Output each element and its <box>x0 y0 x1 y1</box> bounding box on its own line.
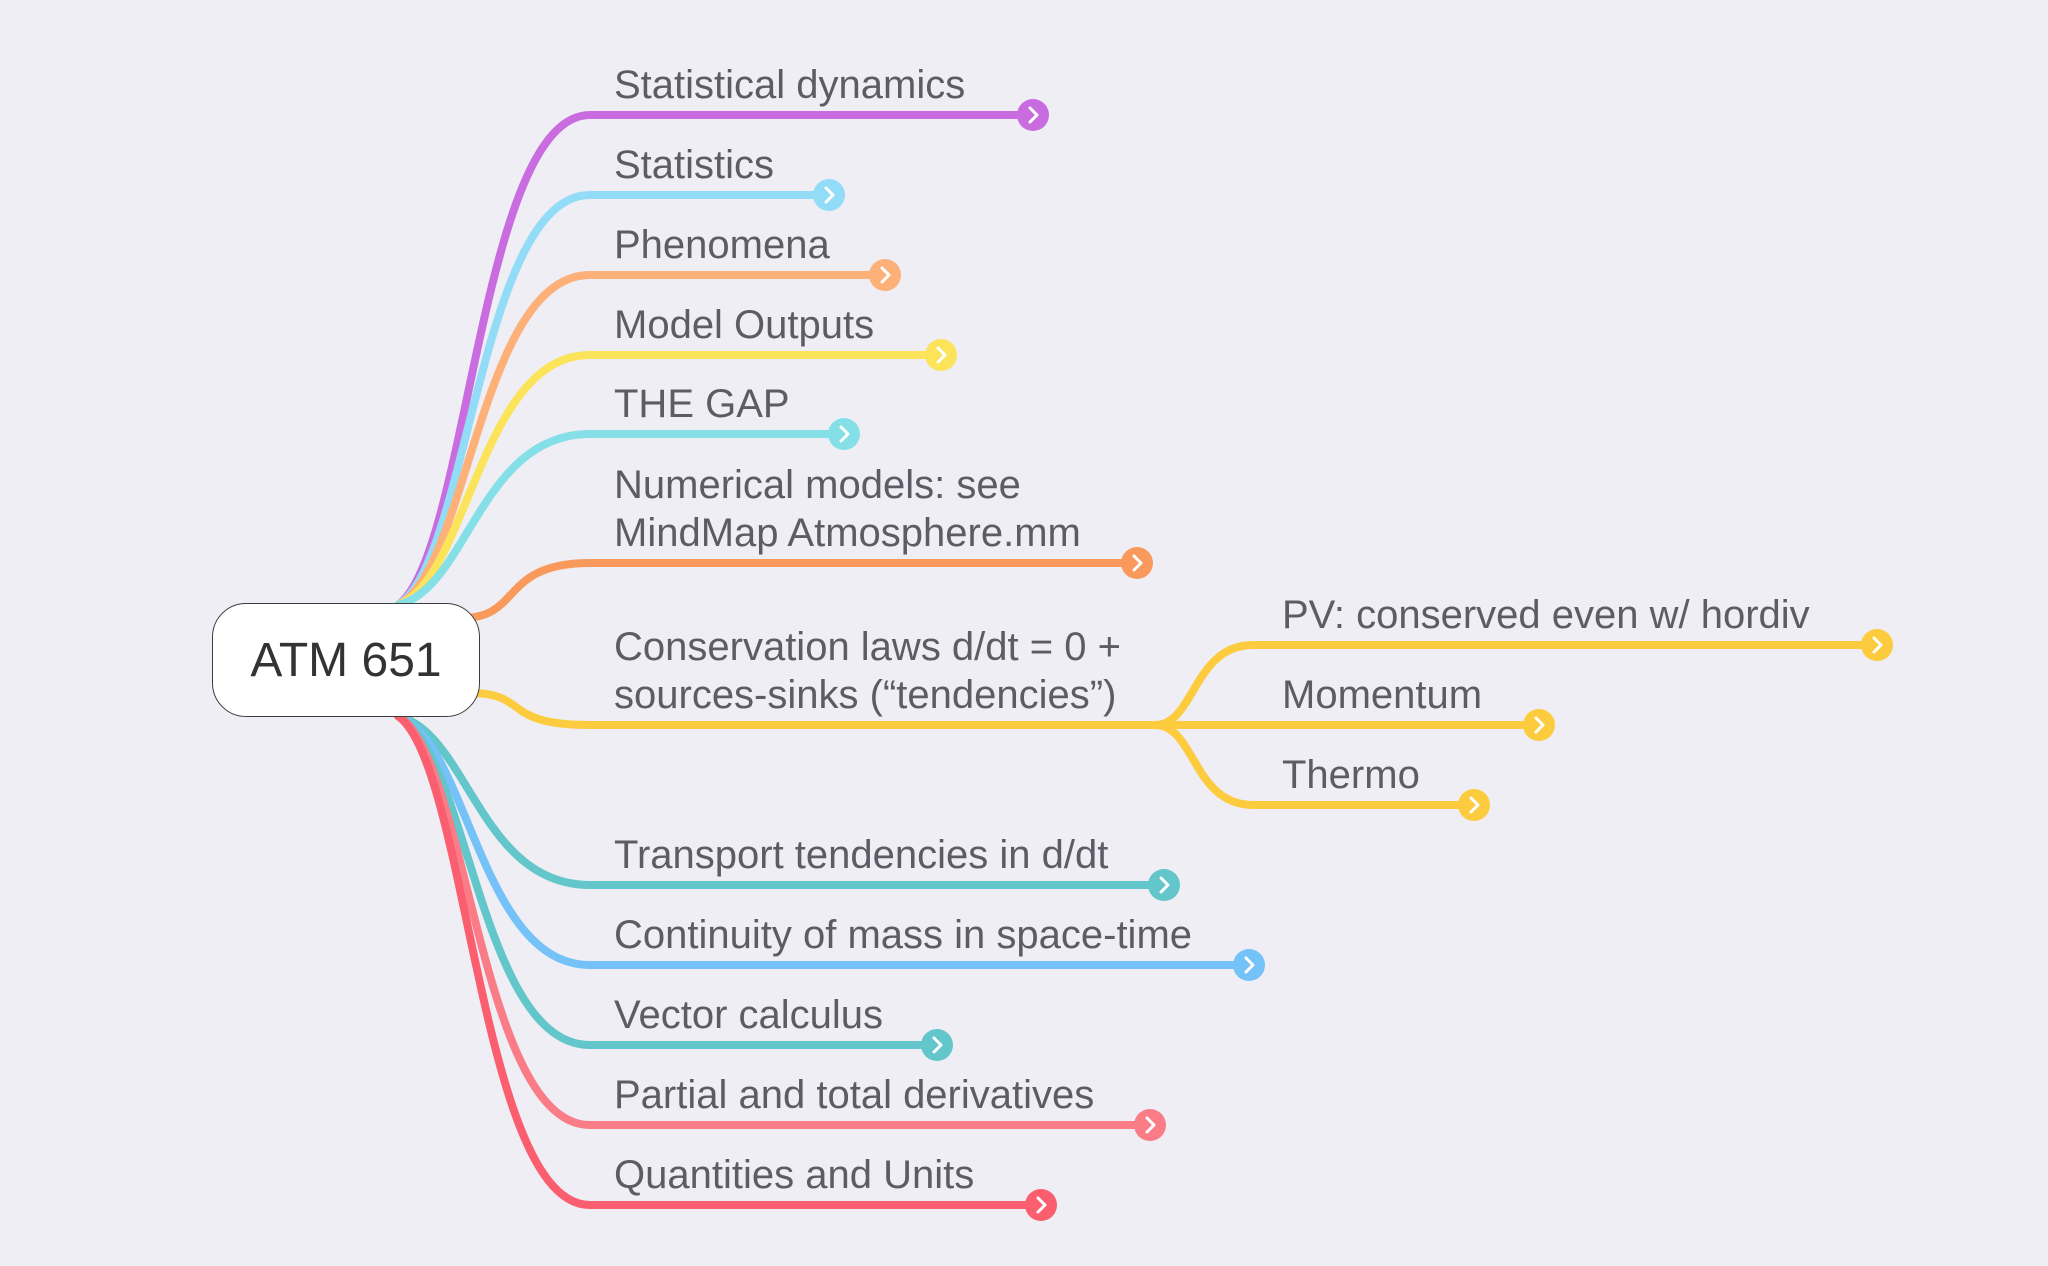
branch-partial-and-total-derivatives-label[interactable]: Partial and total derivatives <box>614 1071 1094 1119</box>
branch-model-outputs-label[interactable]: Model Outputs <box>614 301 874 349</box>
branch-numerical-models-see-mindmap-atmosphere-mm-expand-toggle[interactable] <box>1121 547 1153 579</box>
branch-model-outputs-label-line: Model Outputs <box>614 303 875 347</box>
branch-continuity-of-mass-in-space-time-label-line: Continuity of mass in space-time <box>614 913 1193 957</box>
branch-phenomena-expand-toggle[interactable] <box>869 259 901 291</box>
branch-quantities-and-units-connector <box>394 712 1045 1209</box>
chevron-right-icon <box>839 425 850 443</box>
branch-statistics-label-line: Statistics <box>614 143 775 187</box>
branch-numerical-models-see-mindmap-atmosphere-mm-label-line: MindMap Atmosphere.mm <box>614 511 1081 555</box>
chevron-right-icon <box>1028 106 1039 124</box>
root-topic[interactable]: ATM 651 <box>212 603 480 717</box>
branch-phenomena-label-line: Phenomena <box>614 223 830 267</box>
branch-numerical-models-see-mindmap-atmosphere-mm-label[interactable]: Numerical models: see MindMap Atmosphere.… <box>614 461 1081 557</box>
subtopic-pv-conserved-even-w-hordiv-label-line: PV: conserved even w/ hordiv <box>1282 593 1810 637</box>
chevron-right-icon <box>1872 636 1883 654</box>
branch-phenomena-connector <box>394 271 889 609</box>
subtopic-momentum-label-line: Momentum <box>1282 673 1483 717</box>
subtopic-momentum-label[interactable]: Momentum <box>1282 671 1482 719</box>
subtopic-pv-conserved-even-w-hordiv-connector <box>1151 641 1881 729</box>
branch-conservation-laws-d-dt-0-sources-sinks-tendencies-label-line: Conservation laws d/dt = 0 + <box>614 625 1121 669</box>
chevron-right-icon <box>936 346 947 364</box>
branch-vector-calculus-expand-toggle[interactable] <box>921 1029 953 1061</box>
branch-vector-calculus-label-line: Vector calculus <box>614 993 884 1037</box>
branch-statistics-label[interactable]: Statistics <box>614 141 774 189</box>
branch-conservation-laws-d-dt-0-sources-sinks-tendencies-connector <box>466 689 1159 729</box>
chevron-right-icon <box>1159 876 1170 894</box>
branch-partial-and-total-derivatives-expand-toggle[interactable] <box>1134 1109 1166 1141</box>
chevron-right-icon <box>1469 796 1480 814</box>
branch-statistical-dynamics-label[interactable]: Statistical dynamics <box>614 61 965 109</box>
branch-transport-tendencies-in-d-dt-expand-toggle[interactable] <box>1148 869 1180 901</box>
branch-phenomena-label[interactable]: Phenomena <box>614 221 830 269</box>
branch-model-outputs-expand-toggle[interactable] <box>925 339 957 371</box>
chevron-right-icon <box>1036 1196 1047 1214</box>
subtopic-thermo-label[interactable]: Thermo <box>1282 751 1420 799</box>
chevron-right-icon <box>1534 716 1545 734</box>
chevron-right-icon <box>824 186 835 204</box>
branch-continuity-of-mass-in-space-time-label[interactable]: Continuity of mass in space-time <box>614 911 1192 959</box>
subtopic-pv-conserved-even-w-hordiv-label[interactable]: PV: conserved even w/ hordiv <box>1282 591 1810 639</box>
branch-partial-and-total-derivatives-label-line: Partial and total derivatives <box>614 1073 1095 1117</box>
chevron-right-icon <box>1132 554 1143 572</box>
chevron-right-icon <box>880 266 891 284</box>
branch-conservation-laws-d-dt-0-sources-sinks-tendencies-label[interactable]: Conservation laws d/dt = 0 + sources-sink… <box>614 623 1121 719</box>
branch-the-gap-connector <box>394 430 848 609</box>
subtopic-pv-conserved-even-w-hordiv-expand-toggle[interactable] <box>1861 629 1893 661</box>
subtopic-thermo-label-line: Thermo <box>1282 753 1420 797</box>
chevron-right-icon <box>1145 1116 1156 1134</box>
branch-statistics-expand-toggle[interactable] <box>813 179 845 211</box>
branch-statistical-dynamics-expand-toggle[interactable] <box>1017 99 1049 131</box>
root-topic-label: ATM 651 <box>250 633 442 687</box>
branch-model-outputs-connector <box>394 351 945 609</box>
branch-conservation-laws-d-dt-0-sources-sinks-tendencies-label-line: sources-sinks (“tendencies”) <box>614 673 1117 717</box>
subtopic-thermo-connector <box>1151 721 1478 809</box>
branch-quantities-and-units-expand-toggle[interactable] <box>1025 1189 1057 1221</box>
chevron-right-icon <box>1244 956 1255 974</box>
branch-transport-tendencies-in-d-dt-connector <box>394 712 1168 889</box>
branch-transport-tendencies-in-d-dt-label[interactable]: Transport tendencies in d/dt <box>614 831 1108 879</box>
branch-the-gap-label[interactable]: THE GAP <box>614 380 790 428</box>
branch-statistical-dynamics-label-line: Statistical dynamics <box>614 63 966 107</box>
subtopic-thermo-expand-toggle[interactable] <box>1458 789 1490 821</box>
branch-the-gap-expand-toggle[interactable] <box>828 418 860 450</box>
branch-the-gap-label-line: THE GAP <box>614 382 790 426</box>
branch-numerical-models-see-mindmap-atmosphere-mm-label-line: Numerical models: see <box>614 463 1021 507</box>
branch-transport-tendencies-in-d-dt-label-line: Transport tendencies in d/dt <box>614 833 1109 877</box>
subtopic-momentum-expand-toggle[interactable] <box>1523 709 1555 741</box>
branch-vector-calculus-label[interactable]: Vector calculus <box>614 991 883 1039</box>
branch-numerical-models-see-mindmap-atmosphere-mm-connector <box>458 559 1141 622</box>
branch-continuity-of-mass-in-space-time-expand-toggle[interactable] <box>1233 949 1265 981</box>
chevron-right-icon <box>932 1036 943 1054</box>
branch-quantities-and-units-label[interactable]: Quantities and Units <box>614 1151 974 1199</box>
branch-quantities-and-units-label-line: Quantities and Units <box>614 1153 975 1197</box>
